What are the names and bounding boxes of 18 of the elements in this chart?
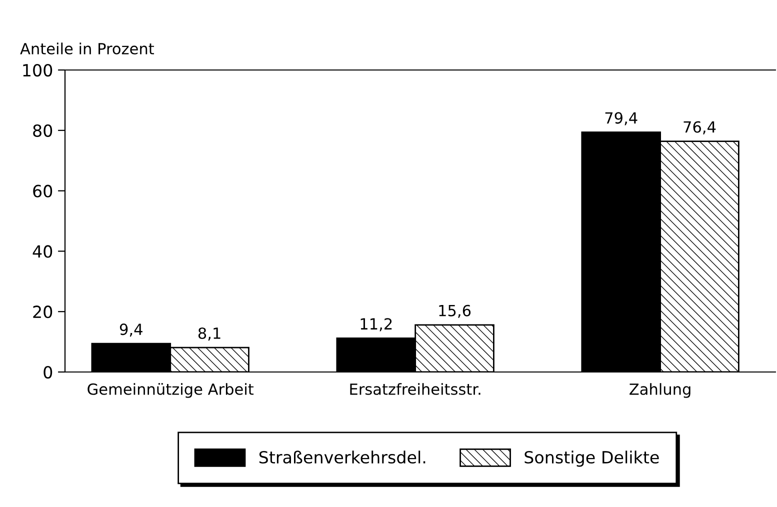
data-label: 11,2 <box>360 318 392 332</box>
data-label: 15,6 <box>439 304 471 318</box>
data-label: 76,4 <box>684 121 716 134</box>
x-tick-label: Ersatzfreiheitsstr. <box>350 383 480 395</box>
y-axis-title: Anteile in Prozent <box>20 42 154 54</box>
y-tick-label: 80 <box>33 124 52 137</box>
legend-label: Straßenverkehrsdel. <box>259 450 426 464</box>
y-tick-label: 100 <box>23 64 52 77</box>
y-tick-label: 0 <box>44 366 52 379</box>
y-tick-label: 60 <box>33 184 52 198</box>
data-label: 8,1 <box>198 327 220 341</box>
legend-label: Sonstige Delikte <box>524 450 659 467</box>
data-label: 79,4 <box>605 112 638 126</box>
x-tick-label: Gemeinnützige Arbeit <box>88 383 254 398</box>
y-tick-label: 40 <box>32 245 52 258</box>
data-label: 9,4 <box>120 324 142 337</box>
x-tick-label: Zahlung <box>630 383 690 398</box>
y-tick-label: 20 <box>33 306 52 318</box>
